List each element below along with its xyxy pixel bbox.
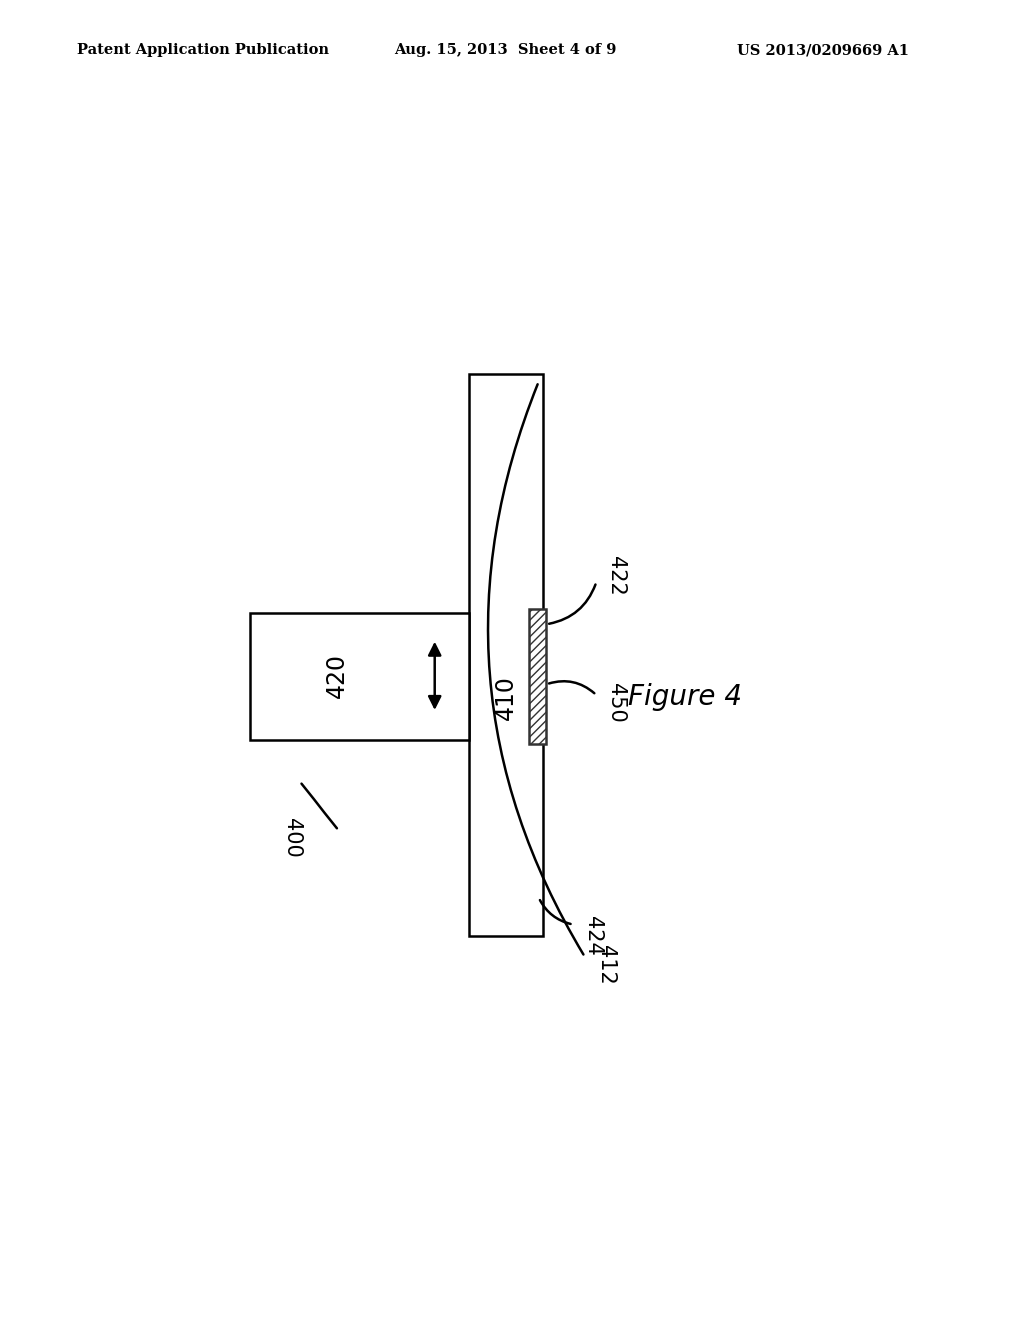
Text: 410: 410 bbox=[494, 675, 517, 719]
Bar bbox=[469, 374, 543, 936]
Text: US 2013/0209669 A1: US 2013/0209669 A1 bbox=[737, 44, 909, 57]
Text: 422: 422 bbox=[606, 556, 627, 595]
Bar bbox=[529, 609, 547, 743]
Text: Aug. 15, 2013  Sheet 4 of 9: Aug. 15, 2013 Sheet 4 of 9 bbox=[394, 44, 616, 57]
Text: 424: 424 bbox=[583, 916, 602, 956]
Text: 450: 450 bbox=[606, 682, 627, 722]
Text: 412: 412 bbox=[596, 945, 616, 985]
Text: 420: 420 bbox=[325, 653, 349, 698]
Text: 400: 400 bbox=[283, 817, 302, 858]
Text: Patent Application Publication: Patent Application Publication bbox=[77, 44, 329, 57]
Bar bbox=[250, 612, 469, 739]
Text: Figure 4: Figure 4 bbox=[628, 684, 742, 711]
